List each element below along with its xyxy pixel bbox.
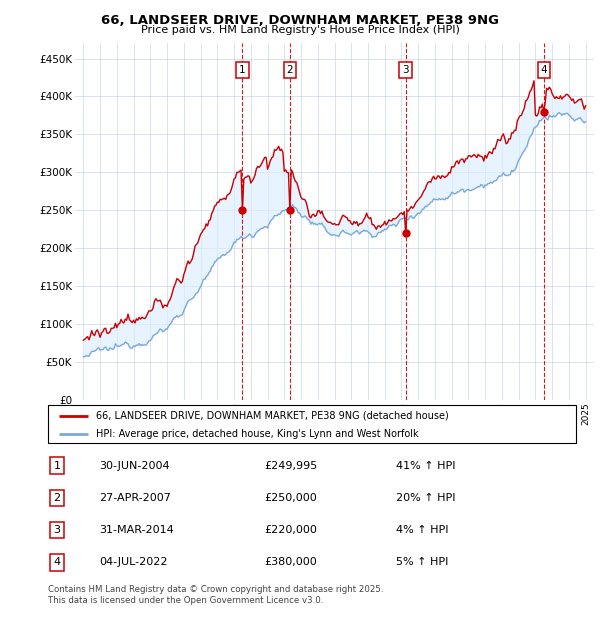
Text: Contains HM Land Registry data © Crown copyright and database right 2025.
This d: Contains HM Land Registry data © Crown c… [48, 585, 383, 606]
Text: £380,000: £380,000 [264, 557, 317, 567]
Text: 66, LANDSEER DRIVE, DOWNHAM MARKET, PE38 9NG (detached house): 66, LANDSEER DRIVE, DOWNHAM MARKET, PE38… [95, 410, 448, 420]
Text: 4% ↑ HPI: 4% ↑ HPI [396, 525, 449, 535]
Text: 04-JUL-2022: 04-JUL-2022 [99, 557, 167, 567]
Text: 2: 2 [53, 493, 61, 503]
Text: £249,995: £249,995 [264, 461, 317, 471]
Text: 5% ↑ HPI: 5% ↑ HPI [396, 557, 448, 567]
Text: 2: 2 [286, 65, 293, 75]
Text: Price paid vs. HM Land Registry's House Price Index (HPI): Price paid vs. HM Land Registry's House … [140, 25, 460, 35]
Text: 4: 4 [53, 557, 61, 567]
Text: £220,000: £220,000 [264, 525, 317, 535]
Text: 1: 1 [53, 461, 61, 471]
Text: 30-JUN-2004: 30-JUN-2004 [99, 461, 170, 471]
Text: 20% ↑ HPI: 20% ↑ HPI [396, 493, 455, 503]
Text: 3: 3 [53, 525, 61, 535]
FancyBboxPatch shape [48, 405, 576, 443]
Text: 1: 1 [239, 65, 246, 75]
Text: HPI: Average price, detached house, King's Lynn and West Norfolk: HPI: Average price, detached house, King… [95, 428, 418, 439]
Text: £250,000: £250,000 [264, 493, 317, 503]
Text: 66, LANDSEER DRIVE, DOWNHAM MARKET, PE38 9NG: 66, LANDSEER DRIVE, DOWNHAM MARKET, PE38… [101, 14, 499, 27]
Text: 3: 3 [403, 65, 409, 75]
Text: 41% ↑ HPI: 41% ↑ HPI [396, 461, 455, 471]
Text: 27-APR-2007: 27-APR-2007 [99, 493, 171, 503]
Text: 31-MAR-2014: 31-MAR-2014 [99, 525, 174, 535]
Text: 4: 4 [541, 65, 547, 75]
